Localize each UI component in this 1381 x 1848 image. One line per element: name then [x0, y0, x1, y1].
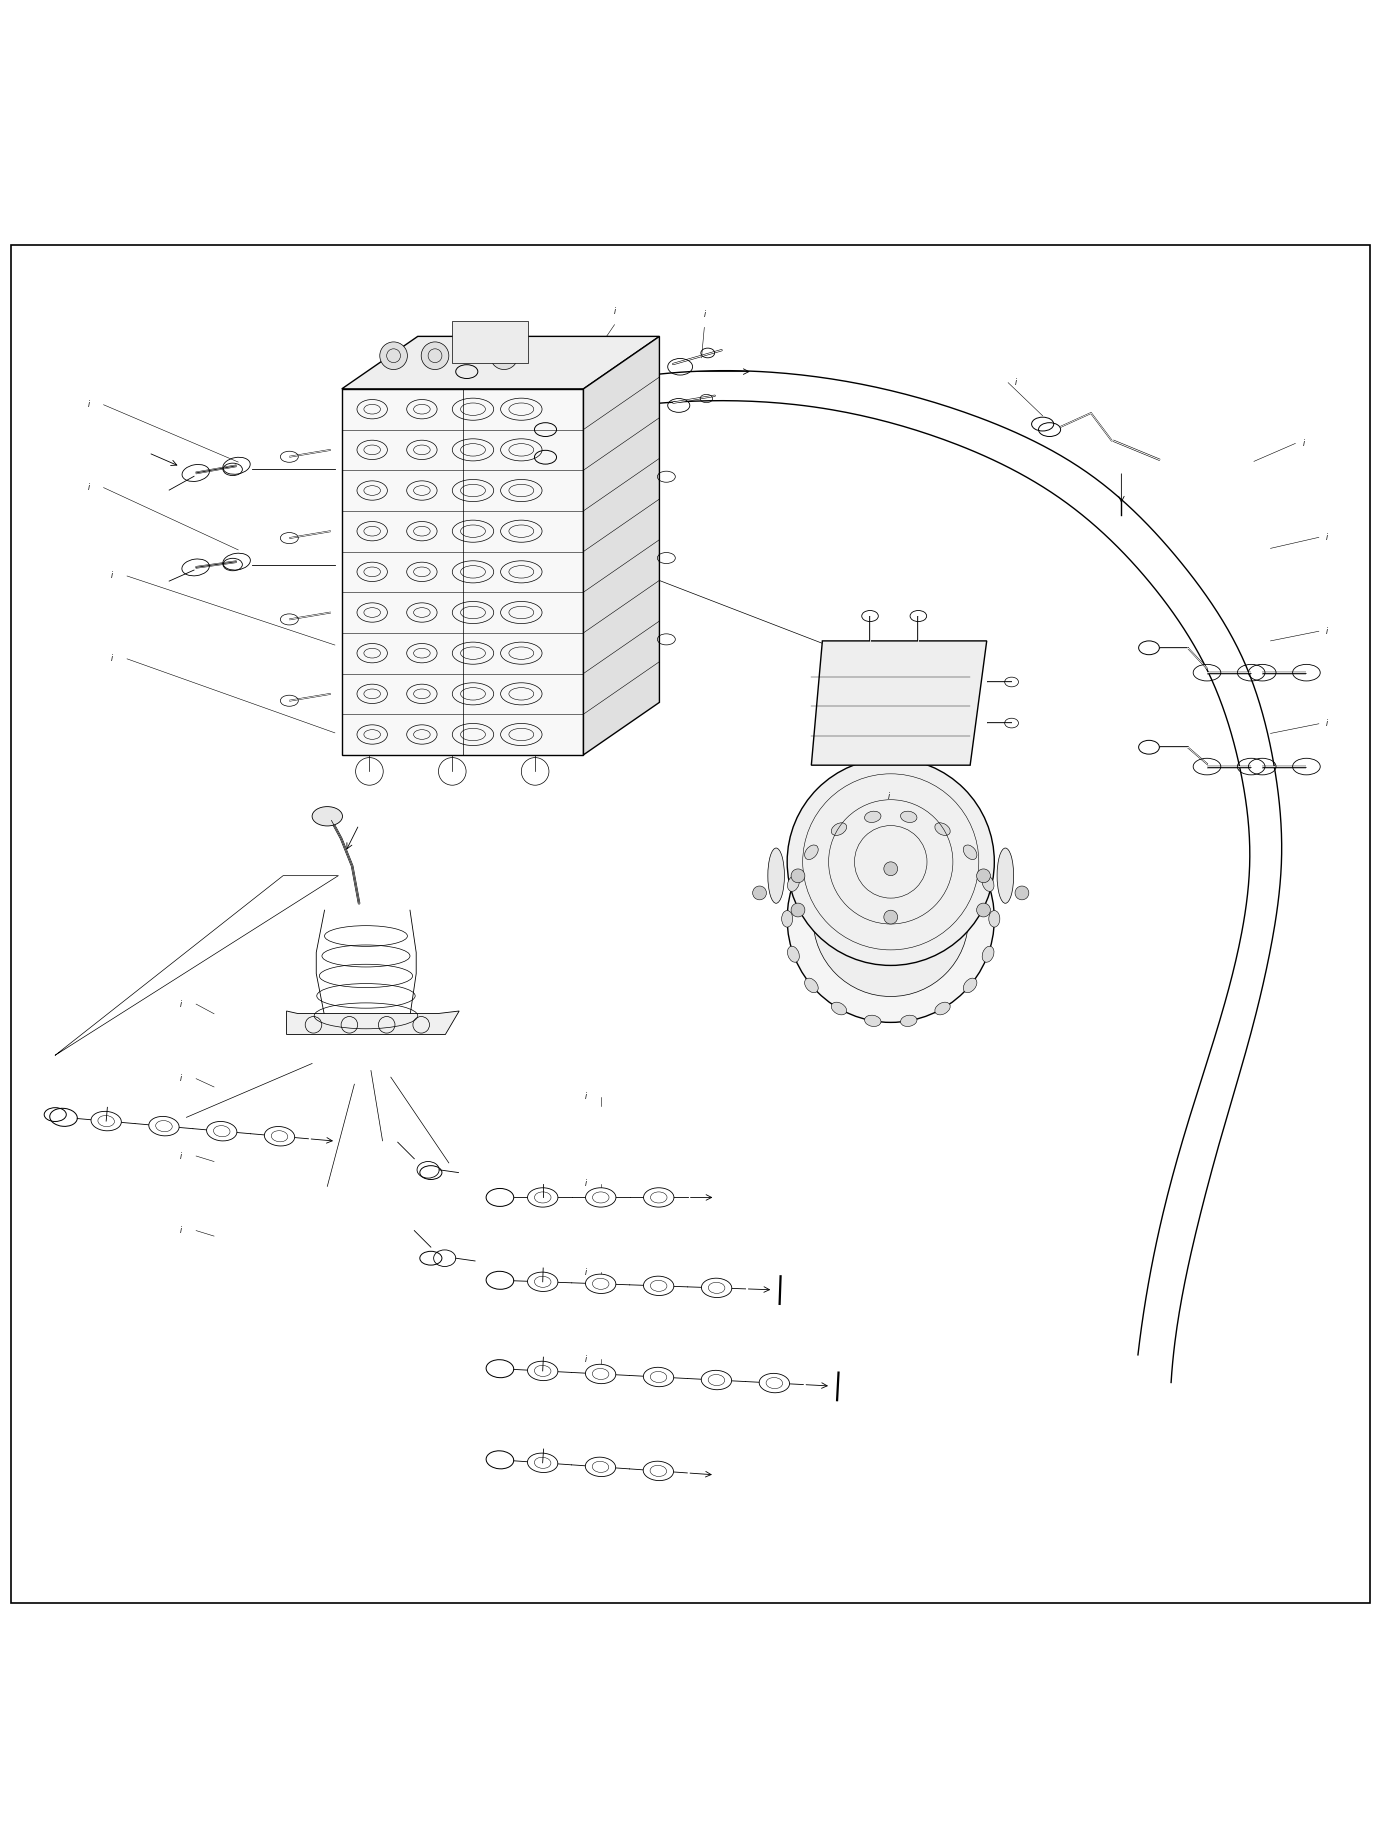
Ellipse shape — [586, 1188, 616, 1207]
Ellipse shape — [91, 1111, 122, 1131]
Ellipse shape — [644, 1188, 674, 1207]
Text: i: i — [1015, 379, 1018, 386]
Circle shape — [976, 904, 990, 917]
Ellipse shape — [787, 946, 800, 963]
Ellipse shape — [528, 1453, 558, 1473]
Polygon shape — [342, 388, 583, 754]
Ellipse shape — [586, 1364, 616, 1384]
Circle shape — [884, 861, 898, 876]
Ellipse shape — [312, 806, 342, 826]
Ellipse shape — [528, 1188, 558, 1207]
Text: i: i — [1302, 440, 1305, 447]
Ellipse shape — [528, 1271, 558, 1292]
Ellipse shape — [264, 1127, 294, 1146]
Text: i: i — [1326, 626, 1329, 636]
Ellipse shape — [782, 911, 793, 928]
Ellipse shape — [900, 1015, 917, 1026]
Polygon shape — [287, 1011, 458, 1035]
Text: i: i — [584, 1092, 587, 1101]
Circle shape — [787, 758, 994, 965]
Polygon shape — [583, 336, 660, 754]
Text: i: i — [180, 1151, 182, 1161]
Polygon shape — [811, 641, 986, 765]
Circle shape — [421, 342, 449, 370]
Ellipse shape — [964, 845, 976, 859]
Ellipse shape — [935, 1002, 950, 1015]
Ellipse shape — [900, 811, 917, 822]
Ellipse shape — [982, 876, 994, 891]
Ellipse shape — [644, 1462, 674, 1480]
Ellipse shape — [149, 1116, 180, 1137]
Text: i: i — [87, 401, 90, 408]
Ellipse shape — [989, 911, 1000, 928]
Ellipse shape — [760, 1373, 790, 1393]
Text: i: i — [584, 1179, 587, 1188]
Ellipse shape — [865, 811, 881, 822]
Circle shape — [753, 885, 766, 900]
Ellipse shape — [586, 1273, 616, 1294]
Ellipse shape — [787, 876, 800, 891]
Circle shape — [791, 869, 805, 883]
Text: i: i — [180, 1225, 182, 1234]
Ellipse shape — [768, 848, 784, 904]
Circle shape — [791, 904, 805, 917]
Ellipse shape — [997, 848, 1014, 904]
Ellipse shape — [805, 845, 818, 859]
Text: i: i — [110, 571, 113, 580]
Ellipse shape — [702, 1371, 732, 1390]
Ellipse shape — [865, 1015, 881, 1026]
Text: i: i — [888, 793, 891, 802]
Text: i: i — [703, 310, 706, 320]
Bar — [453, 322, 528, 362]
Ellipse shape — [831, 822, 847, 835]
Ellipse shape — [794, 859, 987, 928]
Circle shape — [813, 841, 968, 996]
Text: i: i — [180, 1074, 182, 1083]
Text: i: i — [180, 1000, 182, 1009]
Circle shape — [976, 869, 990, 883]
Ellipse shape — [935, 822, 950, 835]
Text: i: i — [87, 482, 90, 492]
Ellipse shape — [964, 978, 976, 992]
Text: i: i — [613, 307, 616, 316]
Text: i: i — [584, 1355, 587, 1364]
Circle shape — [787, 815, 994, 1022]
Ellipse shape — [586, 1458, 616, 1477]
Ellipse shape — [528, 1362, 558, 1380]
Text: i: i — [1326, 532, 1329, 541]
Text: i: i — [110, 654, 113, 663]
Circle shape — [380, 342, 407, 370]
Ellipse shape — [207, 1122, 238, 1140]
Circle shape — [490, 342, 518, 370]
Polygon shape — [342, 336, 660, 388]
Ellipse shape — [805, 978, 818, 992]
Circle shape — [884, 911, 898, 924]
Ellipse shape — [702, 1279, 732, 1297]
Ellipse shape — [831, 1002, 847, 1015]
Text: i: i — [1326, 719, 1329, 728]
Text: i: i — [584, 1268, 587, 1277]
Circle shape — [1015, 885, 1029, 900]
Ellipse shape — [644, 1368, 674, 1386]
Ellipse shape — [982, 946, 994, 963]
Ellipse shape — [644, 1277, 674, 1295]
